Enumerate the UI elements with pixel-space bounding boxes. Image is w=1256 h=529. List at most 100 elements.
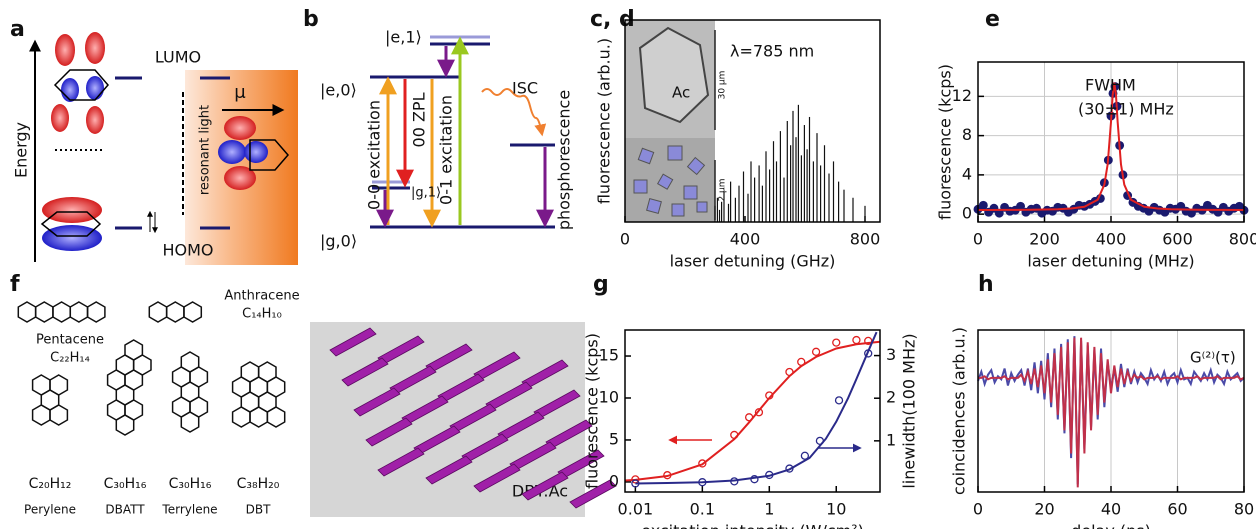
- x-axis-title: excitation intensity (W/cm²): [641, 522, 864, 529]
- data-point: [834, 396, 844, 405]
- molecule-name: Anthracene: [224, 289, 299, 304]
- transition-label: 00 ZPL: [410, 92, 429, 147]
- x-tick-label: 10: [826, 500, 846, 519]
- molecule-strip: [473, 463, 521, 493]
- lumo-orbital: [51, 32, 109, 134]
- x-axis-title: delay (ns): [1071, 522, 1151, 529]
- molecule-name: Pentacene: [36, 333, 104, 348]
- molecule-name: DBATT: [105, 503, 145, 517]
- y2-tick-label: 1: [886, 430, 896, 449]
- x-tick-label: 400: [1096, 230, 1127, 249]
- y-tick-label: 5: [609, 429, 619, 448]
- y-tick-label: 10: [599, 387, 619, 406]
- molecule-name: Terrylene: [161, 503, 217, 517]
- y-tick-label: 12: [952, 86, 972, 105]
- level-label: |g,1⟩: [411, 186, 441, 201]
- x-axis-title: laser detuning (GHz): [670, 252, 836, 271]
- series-line: [624, 340, 881, 482]
- data-point: [800, 451, 810, 460]
- crystal-outline: [638, 26, 710, 124]
- x-tick-label: 0.1: [690, 500, 715, 519]
- y2-axis-title: linewidth(100 MHz): [900, 333, 919, 488]
- ring: [165, 301, 185, 323]
- molecule-strip: [353, 387, 401, 417]
- y-axis-title: fluorescence (kcps): [583, 333, 602, 489]
- ring: [115, 414, 135, 436]
- plot-frame: [624, 19, 881, 223]
- x-tick-label: 0: [973, 230, 983, 249]
- homo-label: HOMO: [162, 241, 213, 260]
- x-tick-label: 400: [730, 230, 761, 249]
- molecule-formula: C₂₂H₁₄: [50, 351, 90, 366]
- molecule-strip: [341, 357, 389, 387]
- x-tick-label: 60: [1167, 500, 1187, 519]
- level-label: |e,0⟩: [320, 81, 357, 100]
- molecule-formula: C₃₈H₂₀: [237, 476, 280, 492]
- light-label: resonant light: [198, 105, 213, 195]
- ring: [183, 301, 203, 323]
- transition-label: 0-0 excitation: [365, 100, 384, 210]
- molecule-formula: C₃₀H₁₆: [169, 476, 212, 492]
- data-point: [978, 200, 988, 210]
- y-tick-label: 0: [609, 471, 619, 490]
- x-tick-label: 1: [764, 500, 774, 519]
- x-tick-label: 0: [973, 500, 983, 519]
- homo-orbital: [40, 197, 102, 251]
- transition-label: phosphorescence: [555, 90, 574, 230]
- annotation: 2 µm: [718, 178, 728, 201]
- ring: [17, 301, 37, 323]
- x-axis-title: laser detuning (MHz): [1027, 252, 1194, 271]
- panel-label: f: [10, 272, 20, 297]
- dipole-label: μ: [234, 82, 246, 103]
- x-tick-label: 20: [1034, 500, 1054, 519]
- molecule-strip: [569, 479, 617, 509]
- molecule-name: DBT: [246, 503, 271, 517]
- y-tick-label: 15: [599, 346, 619, 365]
- molecule-name: Perylene: [24, 503, 76, 517]
- transition-label: 0-1 excitation: [437, 95, 456, 205]
- data-point: [698, 459, 707, 468]
- y-tick-label: 4: [962, 164, 972, 183]
- panel-label: g: [593, 272, 609, 297]
- molecule-formula: C₃₀H₁₆: [104, 476, 147, 492]
- level-label: |e,1⟩: [385, 28, 422, 47]
- y-tick-label: 8: [962, 125, 972, 144]
- annotation: G⁽²⁾(τ): [1190, 349, 1236, 367]
- x-tick-label: 600: [1162, 230, 1193, 249]
- ring: [49, 404, 69, 426]
- x-tick-label: 80: [1234, 500, 1254, 519]
- panel-label: a: [10, 17, 25, 42]
- ring: [52, 301, 72, 323]
- molecule-strip: [365, 417, 413, 447]
- x-tick-label: 0: [620, 230, 630, 249]
- annotation: 30 µm: [718, 71, 728, 100]
- ring: [231, 406, 251, 428]
- data-point: [811, 347, 821, 356]
- panel-b: b |e,1⟩ |e,0⟩ |g,1⟩ |g,0⟩ 0-0 excitation…: [303, 7, 574, 251]
- dipole-orbital: [218, 116, 289, 190]
- x-tick-label: 800: [1229, 230, 1256, 249]
- panel-label: h: [978, 272, 994, 297]
- annotation: FWHM: [1085, 76, 1136, 95]
- molecule-formula: C₂₀H₁₂: [29, 476, 72, 492]
- plot-frame: [624, 329, 881, 493]
- plot-frame: [977, 61, 1245, 223]
- ring: [266, 406, 286, 428]
- x-tick-label: 40: [1101, 500, 1121, 519]
- molecule-strip: [521, 471, 569, 501]
- plot-frame: [977, 329, 1245, 493]
- annotation: (30±1) MHz: [1078, 100, 1174, 119]
- ring: [69, 301, 89, 323]
- annotation: Ac: [672, 84, 690, 102]
- panel-label: b: [303, 7, 319, 32]
- y-axis-title: coincidences (arb.u.): [950, 327, 969, 495]
- panel-label: e: [985, 7, 1000, 32]
- y-tick-label: 0: [962, 204, 972, 223]
- ring: [148, 301, 168, 323]
- energy-label: Energy: [12, 122, 31, 178]
- panel-a: a Energy resonant light LUMO HOMO: [10, 17, 298, 265]
- annotation: λ=785 nm: [730, 42, 814, 61]
- y2-tick-label: 3: [886, 345, 896, 364]
- series-line: [978, 82, 1245, 212]
